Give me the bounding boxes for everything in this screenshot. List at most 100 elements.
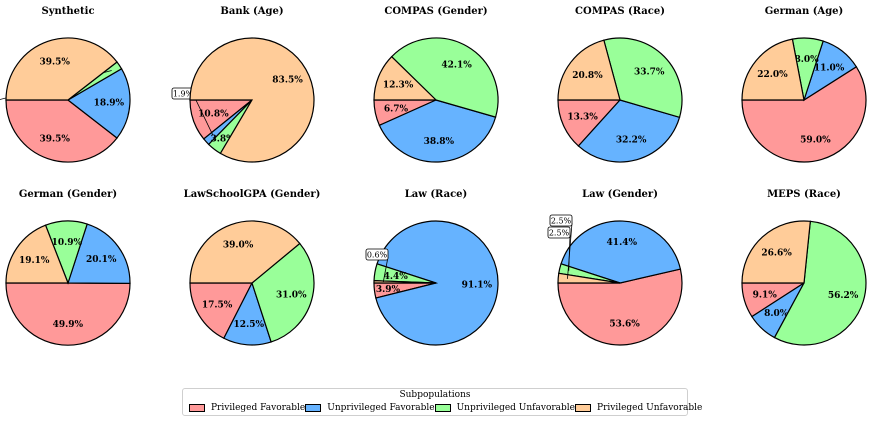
legend-swatch — [189, 404, 205, 412]
chart-title: German (Gender) — [19, 189, 117, 200]
pie-slice — [251, 242, 315, 343]
pie-slice — [557, 268, 683, 346]
pie-slice — [67, 223, 131, 284]
callout-label: 2.5% — [551, 217, 572, 226]
slice-label: 53.6% — [609, 320, 640, 330]
slice-label: 11.0% — [814, 64, 845, 74]
callout-box — [549, 214, 573, 227]
chart-title: Law (Race) — [405, 189, 468, 200]
pie-slice — [66, 67, 131, 139]
pie-slice — [557, 272, 621, 284]
legend-label: Privileged Unfavorable — [597, 403, 703, 413]
slice-label: 41.4% — [607, 238, 638, 248]
chart-title: German (Age) — [765, 6, 844, 17]
legend: Subpopulations Privileged Favorable Unpr… — [182, 388, 702, 416]
callout-leader — [193, 95, 214, 136]
pie-slice — [378, 99, 497, 163]
slice-label: 10.9% — [52, 238, 83, 248]
slice-label: 42.1% — [441, 61, 472, 71]
pie-slice — [557, 39, 621, 101]
slice-label: 3.8% — [210, 134, 235, 144]
slice-label: 17.5% — [202, 300, 233, 310]
slice-label: 13.3% — [567, 113, 598, 123]
slice-label: 32.2% — [616, 135, 647, 145]
pie-slice — [741, 220, 811, 284]
chart-title: MEPS (Race) — [767, 189, 841, 200]
pie-panel: Bank (Age) 10.8% 1.9% 3.8% 83.5% — [171, 6, 315, 163]
slice-label: 39.0% — [223, 240, 254, 250]
chart-title: COMPAS (Race) — [575, 6, 665, 17]
callout-label: 1.9% — [173, 90, 194, 99]
chart-title: LawSchoolGPA (Gender) — [184, 189, 321, 200]
pie-slice — [390, 37, 499, 118]
pie-slice — [189, 220, 301, 284]
slice-label: 8.0% — [794, 55, 819, 65]
slice-label: 49.9% — [53, 320, 84, 330]
pie-slice — [189, 37, 315, 163]
slice-label: 8.0% — [764, 309, 789, 319]
pie-panel: LawSchoolGPA (Gender) 17.5%12.5% 31.0% 39.0… — [184, 189, 321, 346]
pie-panel: Law (Gender) 53.6% 41.4% 2.5% 2.5% — [547, 189, 683, 346]
pie-panel: COMPAS (Gender) 6.7% 38.8% 42.1% 12.3% — [373, 6, 499, 163]
pie-slice — [577, 99, 681, 163]
chart-title: Law (Gender) — [582, 189, 658, 200]
legend-swatch — [305, 404, 322, 412]
callout-box — [547, 226, 571, 239]
slice-label: 12.3% — [383, 81, 414, 91]
legend-label: Unprivileged Unfavorable — [456, 403, 576, 413]
pie-slice — [189, 282, 253, 340]
pie-panel: Law (Race) 3.9% 91.1% 4.4% 0.6% — [365, 189, 499, 346]
slice-label: 91.1% — [462, 280, 493, 290]
slice-label: 4.4% — [384, 272, 409, 282]
pie-slice — [603, 37, 683, 119]
pie-slice — [773, 220, 867, 346]
pie-slice — [741, 38, 805, 101]
chart-title: Bank (Age) — [220, 6, 283, 17]
pie-panel: German (Gender) 49.9% 20.1%10.9%19.1% — [5, 189, 131, 346]
pie-slice — [5, 282, 131, 346]
pie-panel: COMPAS (Race) 13.3% 32.2% 33.7% 20.8% — [557, 6, 683, 163]
slice-label: 39.5% — [40, 57, 71, 67]
slice-label: 20.8% — [572, 71, 603, 81]
slice-label: 38.8% — [424, 137, 455, 147]
slice-label: 19.1% — [19, 256, 50, 266]
pie-slice — [5, 99, 118, 163]
pie-panel: German (Age) 59.0% 11.0%8.0% 22.0% — [741, 6, 867, 163]
chart-title: Synthetic — [41, 6, 94, 17]
slice-label: 83.5% — [272, 76, 303, 86]
legend-swatch — [434, 404, 451, 412]
slice-label: 3.9% — [376, 285, 401, 295]
pie-slice — [5, 224, 69, 284]
legend-item-privileged-unfavorable: Privileged Unfavorable — [575, 403, 702, 413]
legend-item-unprivileged-favorable: Unprivileged Favorable — [305, 403, 435, 413]
callout-label: 2.5% — [549, 229, 570, 238]
slice-label: 31.0% — [276, 290, 307, 300]
legend-item-privileged-favorable: Privileged Favorable — [189, 403, 305, 413]
legend-label: Unprivileged Favorable — [327, 403, 435, 413]
callout-leader — [567, 222, 573, 279]
slice-label: 26.6% — [761, 249, 792, 259]
slice-label: 22.0% — [757, 70, 788, 80]
slice-label: 33.7% — [634, 67, 665, 77]
pie-slice — [375, 220, 499, 346]
callout-leader — [382, 256, 389, 283]
pie-slice — [5, 37, 118, 101]
pie-slice — [373, 280, 437, 284]
legend-swatch — [575, 404, 592, 412]
chart-title: COMPAS (Gender) — [384, 6, 487, 17]
slice-label: 20.1% — [86, 255, 117, 265]
slice-label: 10.8% — [198, 110, 229, 120]
legend-label: Privileged Favorable — [211, 403, 306, 413]
pie-slice — [373, 55, 438, 101]
legend-title: Subpopulations — [399, 390, 471, 400]
callout-box — [365, 248, 389, 261]
slice-label: 12.5% — [234, 320, 265, 330]
slice-label: 56.2% — [828, 291, 859, 301]
slice-label: 59.0% — [800, 135, 831, 145]
slice-label: 9.1% — [753, 291, 778, 301]
legend-item-unprivileged-unfavorable: Unprivileged Unfavorable — [434, 403, 576, 413]
slice-label: 18.9% — [94, 99, 125, 109]
slice-label: 39.5% — [40, 135, 71, 145]
